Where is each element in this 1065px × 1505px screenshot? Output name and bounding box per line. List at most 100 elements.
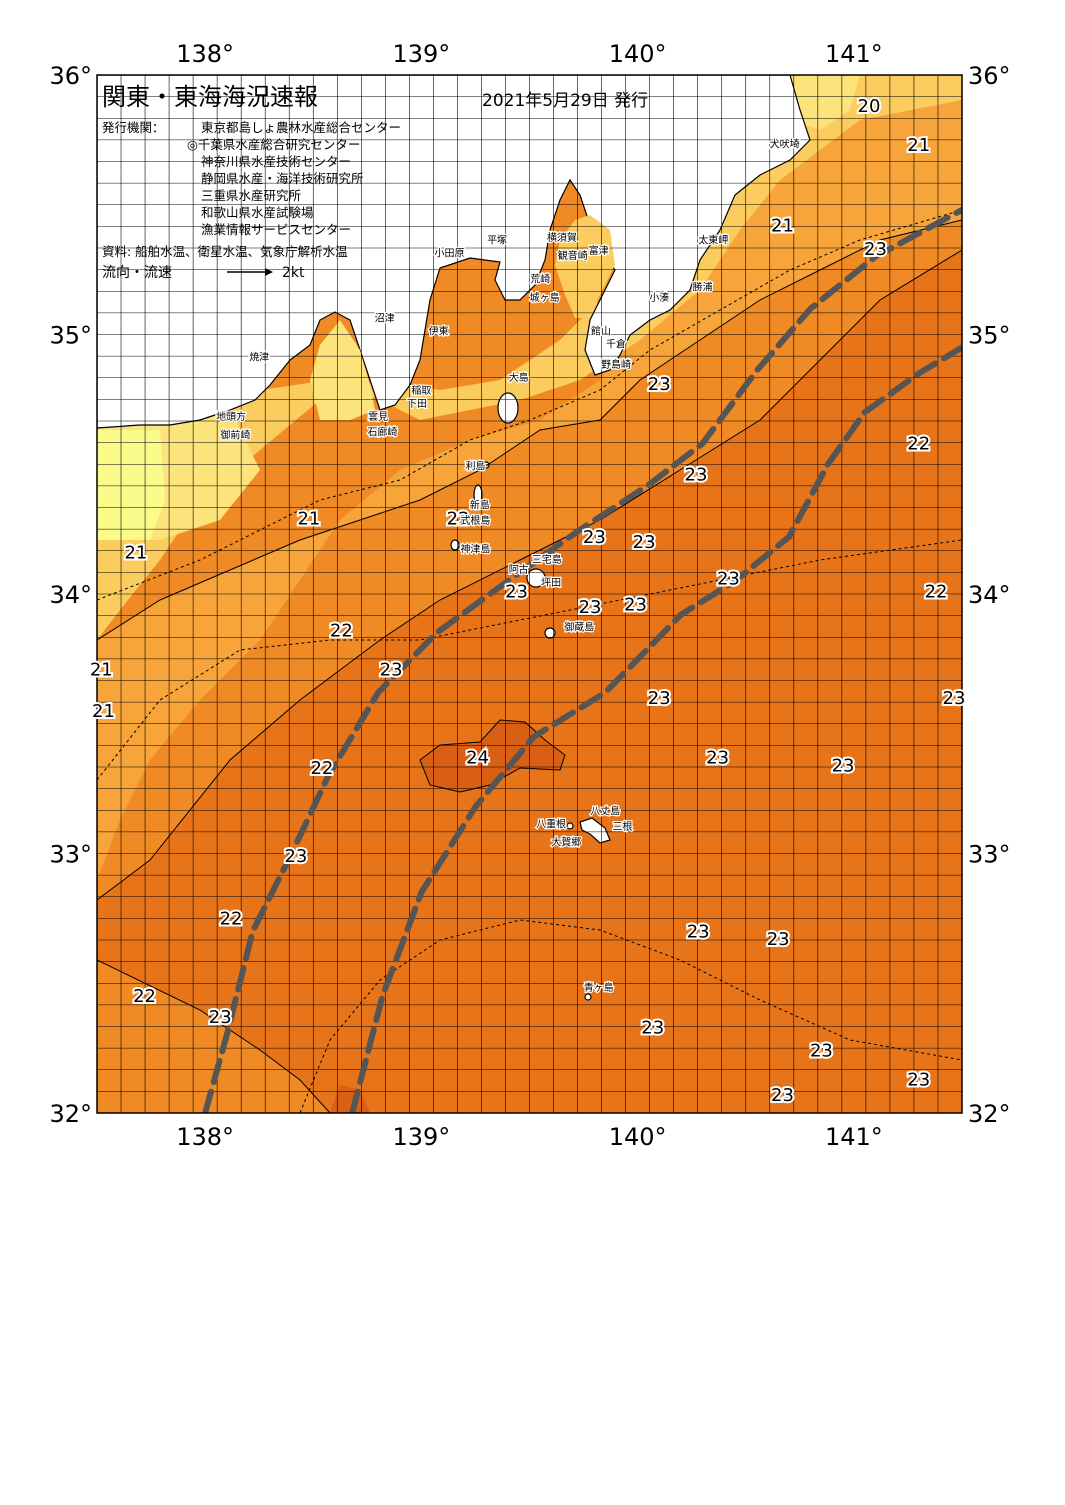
temperature-label: 21 xyxy=(92,701,115,722)
place-label: 御前崎 xyxy=(220,428,250,441)
issuer-2: ◎千葉県水産総合研究センター xyxy=(187,137,360,152)
place-label: 野島崎 xyxy=(601,358,631,371)
temperature-label: 24 xyxy=(466,747,489,768)
issuer-3: 神奈川県水産技術センター xyxy=(201,154,351,169)
issuer-6: 和歌山県水産試験場 xyxy=(201,205,314,220)
temperature-label: 23 xyxy=(706,747,729,768)
place-label: 雲見 xyxy=(368,411,388,423)
sea-zone-24 xyxy=(420,720,565,792)
place-label: 三宅島 xyxy=(532,553,562,566)
aogashima-island xyxy=(584,993,592,1001)
lat-label-left: 32° xyxy=(49,1100,92,1128)
temperature-label: 22 xyxy=(220,908,243,929)
place-label: 利島 xyxy=(465,459,485,472)
miyakejima-island xyxy=(526,568,546,588)
header-block: 関東・東海海況速報 2021年5月29日 発行 発行機関： 東京都島しょ農林水産… xyxy=(102,83,648,281)
lat-label-left: 34° xyxy=(49,581,92,609)
lon-label-bottom: 140° xyxy=(609,1123,667,1151)
temperature-labels: 20 21 21 23 23 22 23 21 22 23 23 21 23 23 22 23 23 22 21 23… xyxy=(88,94,968,1108)
isotherm-line xyxy=(419,719,566,793)
honshu-land xyxy=(97,75,811,429)
current-path-kuroshio-outer xyxy=(349,344,962,1113)
lon-label-bottom: 141° xyxy=(825,1123,883,1151)
lon-label-bottom: 139° xyxy=(392,1123,450,1151)
temperature-label: 20 xyxy=(858,96,881,117)
place-label: 式根島 xyxy=(460,514,490,527)
temperature-label: 23 xyxy=(633,532,656,553)
temperature-label: 21 xyxy=(297,509,320,530)
temperature-label: 23 xyxy=(767,929,790,950)
place-label: 太東岬 xyxy=(698,234,728,247)
temperature-label: 22 xyxy=(310,758,333,779)
place-label: 勝浦 xyxy=(693,280,713,293)
issue-date: 2021年5月29日 発行 xyxy=(482,91,648,111)
place-label: 小田原 xyxy=(434,248,464,260)
map-canvas: 138° 138° 139° 139° 140° 140° 141° 141° 36° 36° 35… xyxy=(49,40,1011,1151)
lat-label-right: 36° xyxy=(968,62,1011,90)
place-label: 平塚 xyxy=(487,235,507,247)
temperature-label: 21 xyxy=(90,659,113,680)
place-label: 千倉 xyxy=(606,337,626,350)
issuer-5: 三重県水産研究所 xyxy=(201,188,301,203)
lat-label-left: 36° xyxy=(49,62,92,90)
issuer-1: 東京都島しょ農林水産総合センター xyxy=(201,120,401,135)
hachijojima-island xyxy=(579,817,611,844)
hachijo-kojima xyxy=(566,822,574,830)
map-frame xyxy=(96,74,963,1114)
temperature-label: 22 xyxy=(925,581,948,602)
flow-legend-unit: 2kt xyxy=(282,265,305,281)
place-label: 坪田 xyxy=(541,576,561,589)
place-label: 石廊崎 xyxy=(367,426,397,439)
place-label: 地頭方 xyxy=(216,410,246,423)
place-label: 沼津 xyxy=(375,312,395,325)
temperature-label: 23 xyxy=(717,568,740,589)
temperature-label: 23 xyxy=(685,465,708,486)
temperature-label: 23 xyxy=(209,1007,232,1028)
temperature-label: 23 xyxy=(687,921,710,942)
flow-arrow-head-icon xyxy=(265,268,273,276)
lon-label-top: 139° xyxy=(392,40,450,68)
tokyo-bay-water xyxy=(555,215,615,318)
place-label: 八丈島 xyxy=(590,805,620,818)
place-label: 横須賀 xyxy=(547,231,577,244)
isotherm-lines xyxy=(97,209,962,1113)
lon-label-top: 140° xyxy=(609,40,667,68)
suruga-bay-water xyxy=(310,320,375,420)
place-label: 大賀郷 xyxy=(551,836,581,849)
kozushima-island xyxy=(450,539,460,551)
sea-zone-19 xyxy=(97,430,165,540)
isotherm-line xyxy=(97,209,962,601)
temperature-label: 23 xyxy=(505,581,528,602)
place-label: 大島 xyxy=(509,371,529,384)
shikinejima-island xyxy=(459,516,467,524)
place-label: 観音崎 xyxy=(558,249,588,262)
temperature-label: 23 xyxy=(907,1069,930,1090)
temperature-label: 23 xyxy=(771,1085,794,1106)
sea-zone-20-north xyxy=(790,75,860,130)
place-label: 伊東 xyxy=(429,325,449,338)
place-label: 神津島 xyxy=(460,542,490,555)
temperature-label: 23 xyxy=(648,688,671,709)
lat-label-right: 33° xyxy=(968,841,1011,869)
mikurajima-island xyxy=(544,627,556,639)
temperature-label: 21 xyxy=(907,135,930,156)
temperature-label: 22 xyxy=(330,620,353,641)
lon-label-top: 141° xyxy=(825,40,883,68)
lat-label-left: 33° xyxy=(49,841,92,869)
place-label: 御蔵島 xyxy=(564,620,594,633)
lat-label-right: 34° xyxy=(968,581,1011,609)
temperature-label: 23 xyxy=(810,1041,833,1062)
data-source: 資料: 船舶水温、衛星水温、気象庁解析水温 xyxy=(102,244,348,259)
temperature-label: 23 xyxy=(284,846,307,867)
temperature-label: 22 xyxy=(133,986,156,1007)
temperature-label: 23 xyxy=(641,1017,664,1038)
sea-zone-23 xyxy=(97,960,330,1113)
place-label: 八重根 xyxy=(536,818,566,831)
temperature-label: 23 xyxy=(648,374,671,395)
lat-label-left: 35° xyxy=(49,322,92,350)
place-label: 稲取 xyxy=(411,385,431,397)
temperature-label: 23 xyxy=(624,594,647,615)
isotherm-line xyxy=(97,249,962,901)
place-label: 館山 xyxy=(591,325,611,338)
